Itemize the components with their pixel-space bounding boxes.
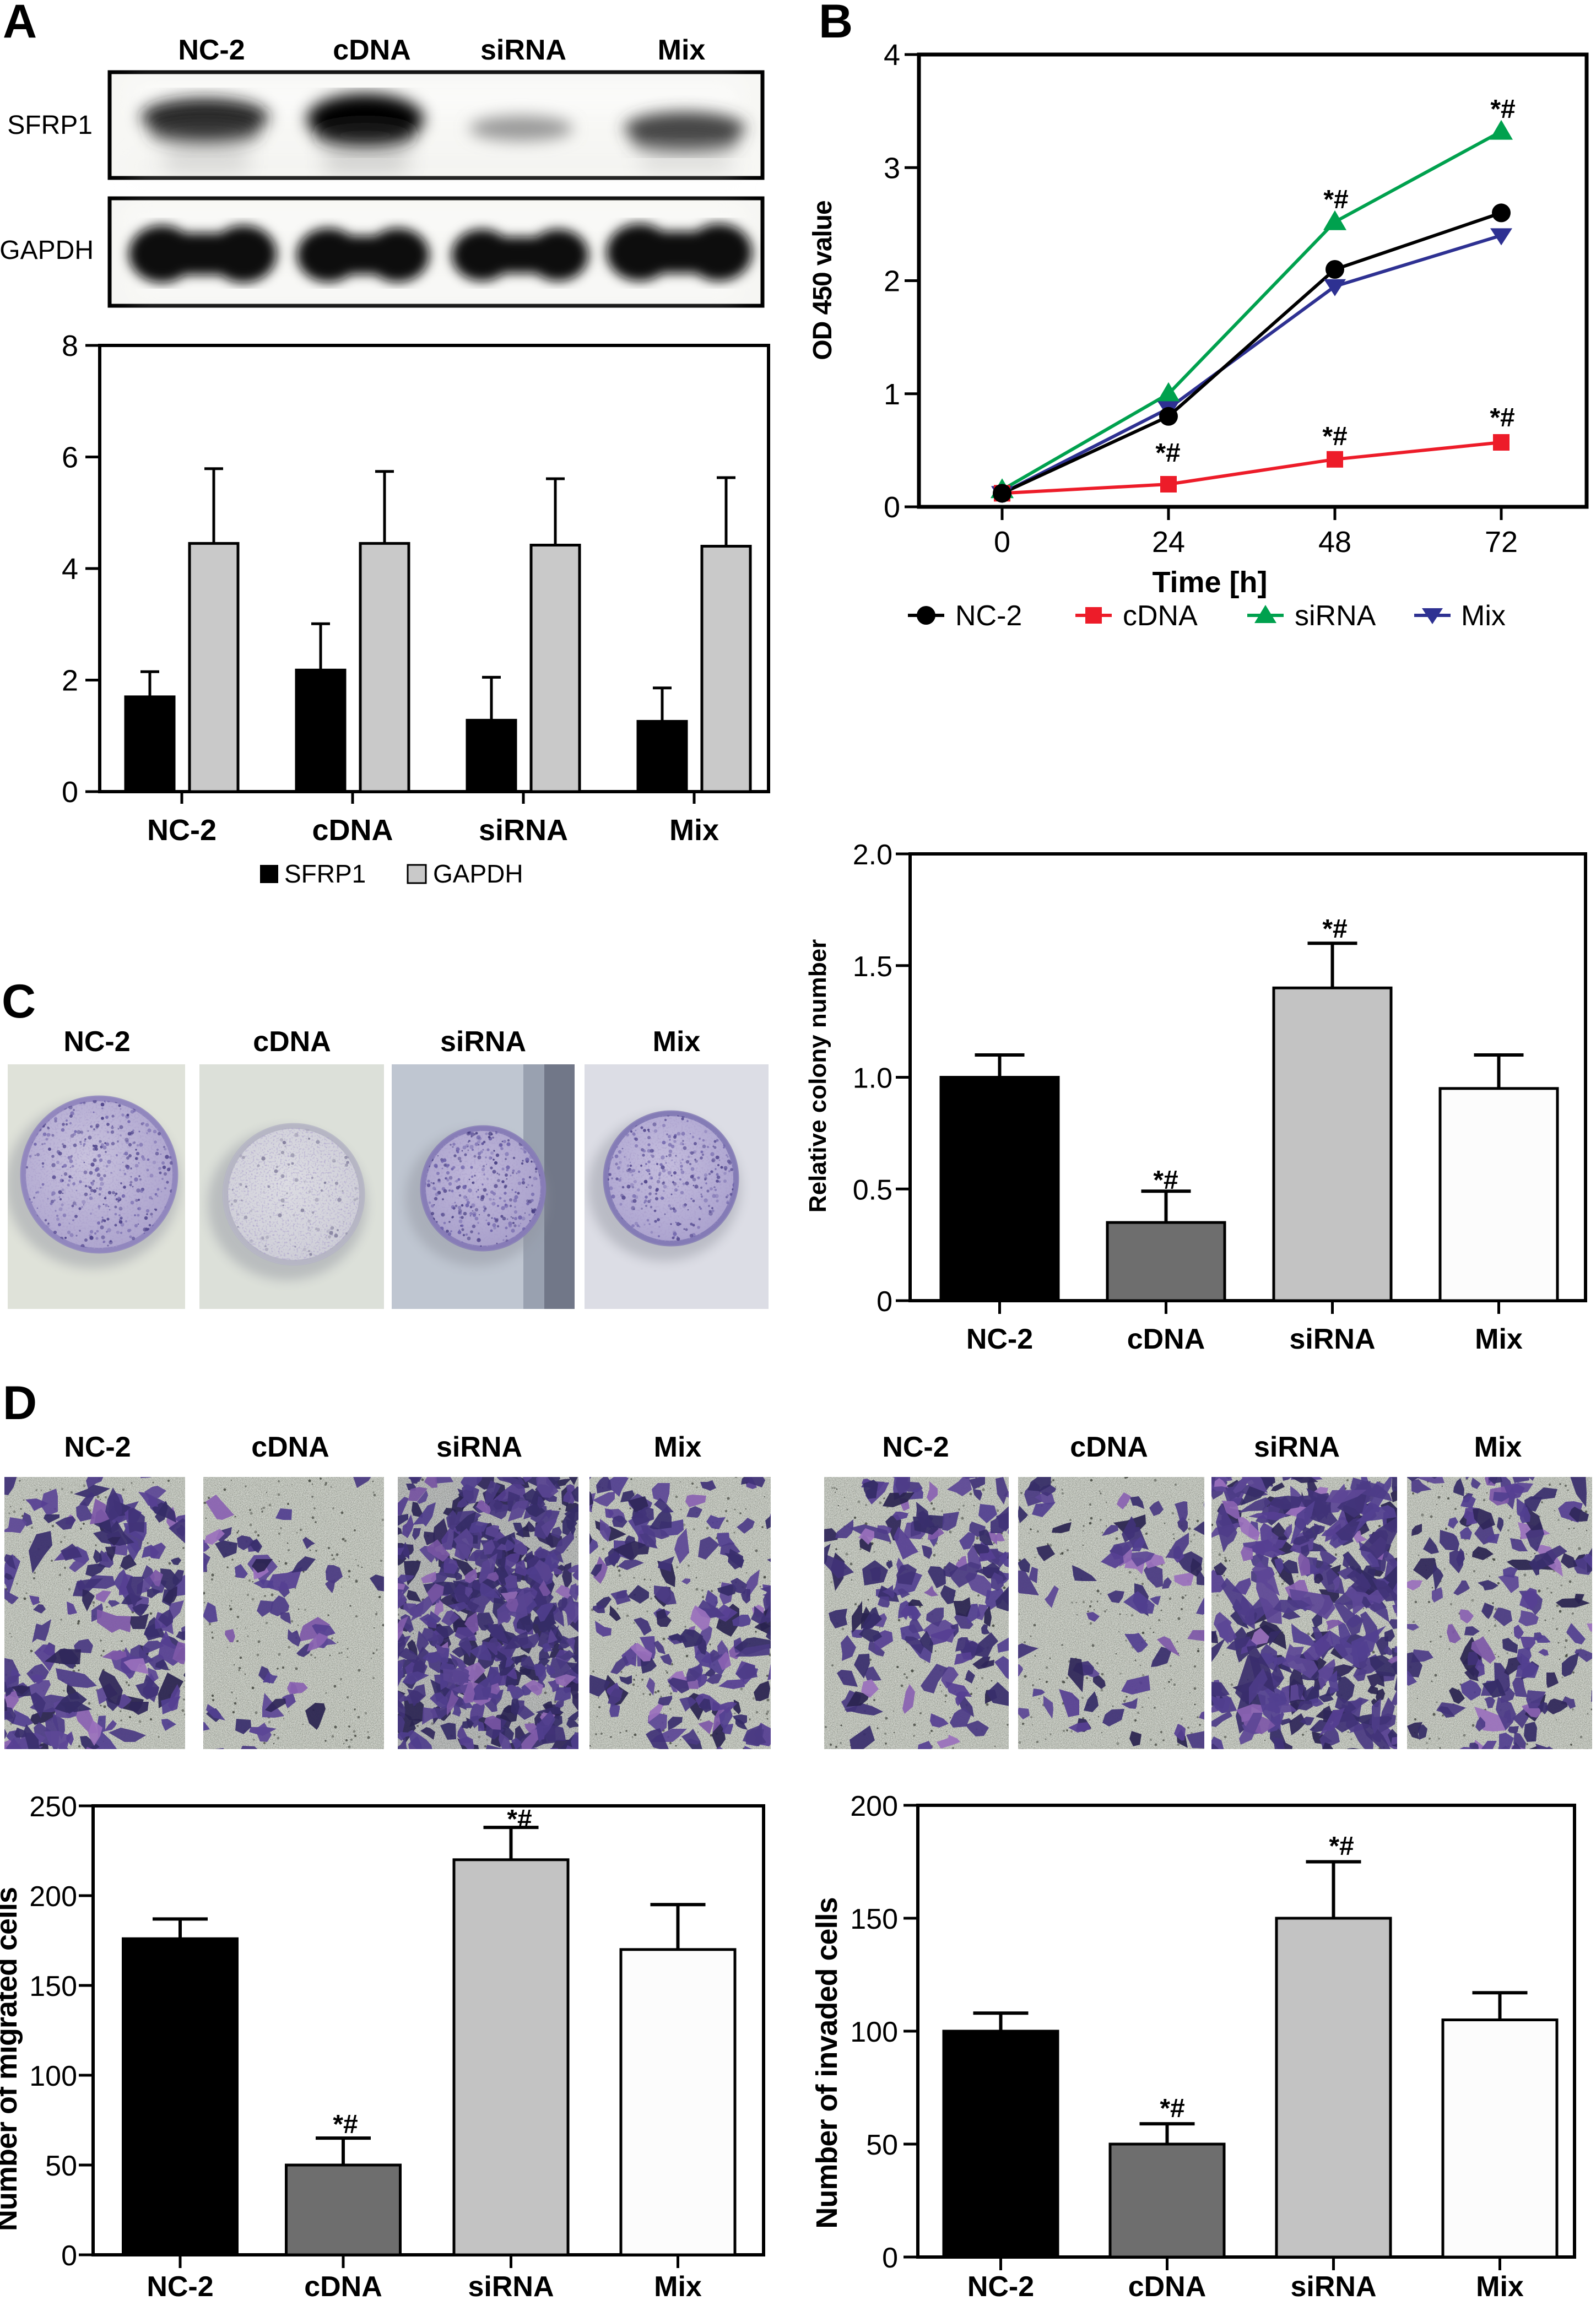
svg-text:0: 0 xyxy=(62,776,78,809)
svg-text:NC-2: NC-2 xyxy=(147,2271,213,2300)
svg-text:1.5: 1.5 xyxy=(853,951,892,983)
svg-text:*#: *# xyxy=(1322,422,1347,451)
svg-text:siRNA: siRNA xyxy=(436,1431,522,1463)
svg-text:siRNA: siRNA xyxy=(1289,1323,1375,1355)
svg-text:8: 8 xyxy=(62,329,78,362)
svg-text:cDNA: cDNA xyxy=(312,814,393,847)
svg-text:GAPDH: GAPDH xyxy=(0,236,94,265)
svg-text:NC-2: NC-2 xyxy=(955,600,1022,632)
svg-text:200: 200 xyxy=(29,1881,77,1913)
svg-text:0: 0 xyxy=(884,491,900,524)
svg-text:*#: *# xyxy=(507,1805,532,1834)
svg-text:Mix: Mix xyxy=(653,1026,701,1058)
svg-text:cDNA: cDNA xyxy=(333,34,411,66)
svg-text:cDNA: cDNA xyxy=(1123,600,1198,632)
svg-text:250: 250 xyxy=(29,1791,77,1823)
svg-text:Number of migrated cells: Number of migrated cells xyxy=(0,1887,23,2231)
svg-text:siRNA: siRNA xyxy=(480,34,566,66)
svg-text:C: C xyxy=(2,975,36,1028)
svg-text:72: 72 xyxy=(1485,526,1518,559)
svg-text:SFRP1: SFRP1 xyxy=(284,859,366,888)
svg-text:0: 0 xyxy=(882,2242,898,2274)
svg-text:2: 2 xyxy=(62,664,78,697)
svg-text:*#: *# xyxy=(333,2110,358,2139)
svg-text:NC-2: NC-2 xyxy=(64,1431,131,1463)
svg-text:6: 6 xyxy=(62,441,78,474)
svg-text:2: 2 xyxy=(884,265,900,298)
svg-text:cDNA: cDNA xyxy=(1128,2271,1207,2300)
svg-text:*#: *# xyxy=(1329,1832,1354,1861)
svg-text:A: A xyxy=(3,0,37,48)
svg-text:24: 24 xyxy=(1152,526,1185,559)
svg-text:siRNA: siRNA xyxy=(1290,2271,1376,2300)
svg-text:2.0: 2.0 xyxy=(853,839,892,871)
svg-text:0: 0 xyxy=(61,2240,77,2272)
svg-text:*#: *# xyxy=(1322,914,1347,944)
svg-text:D: D xyxy=(3,1377,37,1430)
svg-text:*#: *# xyxy=(1323,185,1348,214)
svg-text:siRNA: siRNA xyxy=(1295,600,1376,632)
svg-text:Mix: Mix xyxy=(658,34,706,66)
svg-text:1.0: 1.0 xyxy=(853,1063,892,1095)
svg-text:cDNA: cDNA xyxy=(304,2271,382,2300)
svg-text:NC-2: NC-2 xyxy=(967,2271,1034,2300)
svg-text:100: 100 xyxy=(850,2016,898,2048)
svg-text:0: 0 xyxy=(994,526,1010,559)
svg-text:NC-2: NC-2 xyxy=(966,1323,1033,1355)
svg-text:200: 200 xyxy=(850,1790,898,1822)
svg-text:100: 100 xyxy=(29,2060,77,2092)
svg-text:Number of invaded cells: Number of invaded cells xyxy=(810,1897,843,2228)
svg-text:4: 4 xyxy=(62,553,78,586)
svg-text:0: 0 xyxy=(877,1286,892,1318)
svg-text:*#: *# xyxy=(1490,403,1514,432)
svg-text:0.5: 0.5 xyxy=(853,1174,892,1206)
svg-text:150: 150 xyxy=(850,1903,898,1935)
svg-text:Time [h]: Time [h] xyxy=(1152,566,1267,599)
svg-text:Mix: Mix xyxy=(654,1431,702,1463)
svg-text:SFRP1: SFRP1 xyxy=(7,111,93,140)
svg-text:Mix: Mix xyxy=(1476,2271,1524,2300)
svg-text:NC-2: NC-2 xyxy=(882,1431,949,1463)
svg-text:Mix: Mix xyxy=(1475,1323,1523,1355)
svg-text:50: 50 xyxy=(866,2129,898,2161)
svg-text:cDNA: cDNA xyxy=(253,1026,331,1058)
svg-text:OD 450 value: OD 450 value xyxy=(808,201,837,360)
svg-text:Mix: Mix xyxy=(1461,600,1506,632)
svg-text:1: 1 xyxy=(884,378,900,411)
svg-text:Relative colony number: Relative colony number xyxy=(804,939,831,1213)
svg-text:B: B xyxy=(819,0,853,48)
svg-text:*#: *# xyxy=(1160,2094,1184,2123)
svg-text:NC-2: NC-2 xyxy=(63,1026,130,1058)
svg-text:cDNA: cDNA xyxy=(1070,1431,1148,1463)
svg-text:Mix: Mix xyxy=(669,814,719,847)
svg-text:siRNA: siRNA xyxy=(1254,1431,1340,1463)
svg-text:GAPDH: GAPDH xyxy=(433,859,523,888)
svg-text:NC-2: NC-2 xyxy=(178,34,245,66)
svg-text:Mix: Mix xyxy=(654,2271,702,2300)
svg-text:*#: *# xyxy=(1490,95,1515,124)
svg-text:cDNA: cDNA xyxy=(251,1431,329,1463)
svg-text:siRNA: siRNA xyxy=(468,2271,554,2300)
svg-text:NC-2: NC-2 xyxy=(147,814,217,847)
svg-text:48: 48 xyxy=(1318,526,1351,559)
svg-text:cDNA: cDNA xyxy=(1127,1323,1205,1355)
svg-text:4: 4 xyxy=(884,39,900,72)
svg-text:Mix: Mix xyxy=(1474,1431,1522,1463)
svg-text:*#: *# xyxy=(1153,1166,1178,1195)
svg-text:3: 3 xyxy=(884,151,900,185)
svg-text:50: 50 xyxy=(45,2150,77,2182)
svg-text:siRNA: siRNA xyxy=(440,1026,526,1058)
svg-text:150: 150 xyxy=(29,1971,77,2003)
svg-text:siRNA: siRNA xyxy=(479,814,568,847)
svg-text:*#: *# xyxy=(1155,439,1180,468)
